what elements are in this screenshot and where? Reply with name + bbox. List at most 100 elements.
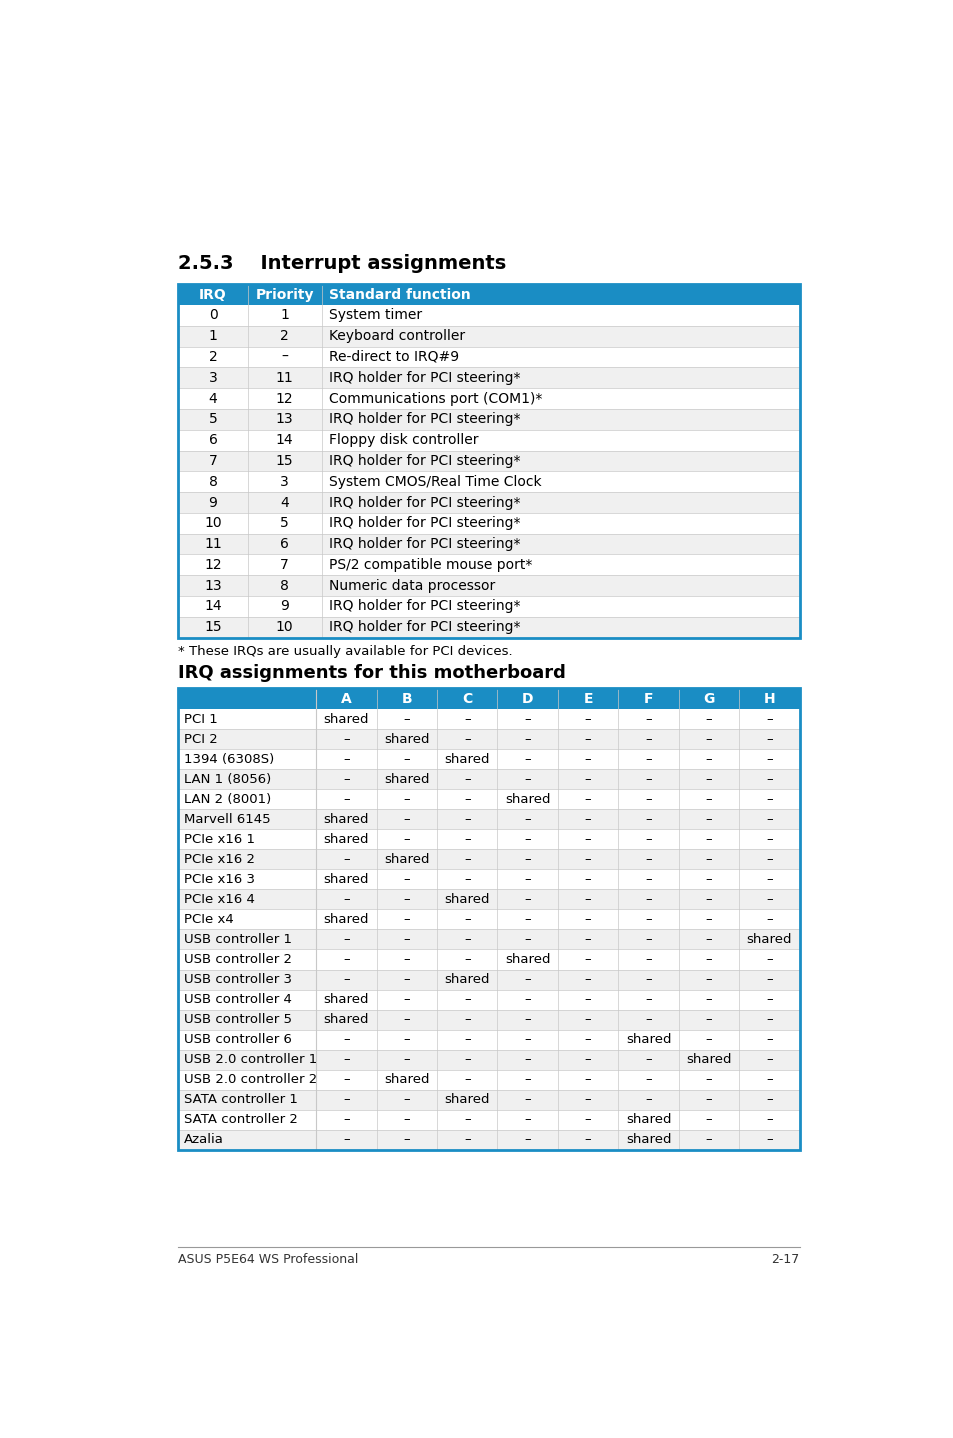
Text: –: – <box>644 833 651 846</box>
Text: SATA controller 1: SATA controller 1 <box>183 1093 297 1106</box>
Bar <box>178 929 799 949</box>
Text: –: – <box>765 833 772 846</box>
Text: –: – <box>403 1032 410 1045</box>
Text: –: – <box>403 1133 410 1146</box>
Text: –: – <box>463 853 470 866</box>
Text: –: – <box>524 933 531 946</box>
Text: –: – <box>343 1093 349 1106</box>
Text: Floppy disk controller: Floppy disk controller <box>329 433 478 447</box>
Bar <box>178 909 799 929</box>
Text: –: – <box>705 893 712 906</box>
Text: –: – <box>463 1032 470 1045</box>
Text: –: – <box>524 1093 531 1106</box>
Text: –: – <box>644 1053 651 1066</box>
Bar <box>178 949 799 969</box>
Text: 3: 3 <box>280 475 289 489</box>
Text: –: – <box>584 893 591 906</box>
Text: IRQ holder for PCI steering*: IRQ holder for PCI steering* <box>329 413 520 426</box>
Text: –: – <box>524 812 531 825</box>
Text: –: – <box>403 1053 410 1066</box>
Text: –: – <box>584 1093 591 1106</box>
Text: –: – <box>644 893 651 906</box>
Text: –: – <box>524 994 531 1007</box>
Text: shared: shared <box>323 873 369 886</box>
Text: –: – <box>705 833 712 846</box>
Text: shared: shared <box>384 1073 429 1086</box>
Text: 7: 7 <box>280 558 289 572</box>
Bar <box>178 285 799 637</box>
Text: –: – <box>343 1073 349 1086</box>
Text: –: – <box>705 913 712 926</box>
Text: –: – <box>705 1073 712 1086</box>
Text: –: – <box>343 974 349 986</box>
Bar <box>178 617 799 637</box>
Text: System timer: System timer <box>329 308 422 322</box>
Text: 5: 5 <box>280 516 289 531</box>
Text: –: – <box>403 713 410 726</box>
Text: –: – <box>705 974 712 986</box>
Text: 2: 2 <box>209 349 217 364</box>
Bar <box>178 1110 799 1130</box>
Bar <box>178 430 799 450</box>
Text: –: – <box>524 1133 531 1146</box>
Text: 5: 5 <box>209 413 217 426</box>
Bar <box>178 989 799 1009</box>
Text: LAN 1 (8056): LAN 1 (8056) <box>183 772 271 785</box>
Bar <box>178 1070 799 1090</box>
Text: –: – <box>403 974 410 986</box>
Text: –: – <box>765 792 772 805</box>
Text: –: – <box>584 953 591 966</box>
Text: –: – <box>584 853 591 866</box>
Text: shared: shared <box>444 754 490 766</box>
Text: –: – <box>644 1073 651 1086</box>
Text: –: – <box>705 1012 712 1027</box>
Text: B: B <box>401 692 412 706</box>
Bar <box>178 408 799 430</box>
Text: shared: shared <box>323 913 369 926</box>
Text: –: – <box>403 994 410 1007</box>
Text: LAN 2 (8001): LAN 2 (8001) <box>183 792 271 805</box>
Text: 13: 13 <box>275 413 294 426</box>
Text: –: – <box>765 1032 772 1045</box>
Text: –: – <box>584 913 591 926</box>
Text: H: H <box>762 692 775 706</box>
Text: * These IRQs are usually available for PCI devices.: * These IRQs are usually available for P… <box>178 646 513 659</box>
Text: shared: shared <box>384 733 429 746</box>
Text: –: – <box>584 1073 591 1086</box>
Text: –: – <box>584 833 591 846</box>
Text: A: A <box>340 692 352 706</box>
Text: USB controller 3: USB controller 3 <box>183 974 292 986</box>
Text: –: – <box>343 772 349 785</box>
Text: –: – <box>343 853 349 866</box>
Text: –: – <box>644 873 651 886</box>
Text: –: – <box>463 772 470 785</box>
Text: –: – <box>705 772 712 785</box>
Text: shared: shared <box>625 1032 671 1045</box>
Text: IRQ holder for PCI steering*: IRQ holder for PCI steering* <box>329 536 520 551</box>
Text: –: – <box>343 1133 349 1146</box>
Text: –: – <box>765 1012 772 1027</box>
Text: 6: 6 <box>209 433 217 447</box>
Text: –: – <box>705 1133 712 1146</box>
Text: PCIe x16 2: PCIe x16 2 <box>183 853 254 866</box>
Text: –: – <box>524 1032 531 1045</box>
Text: –: – <box>644 713 651 726</box>
Bar <box>178 555 799 575</box>
Text: –: – <box>343 1053 349 1066</box>
Text: –: – <box>343 792 349 805</box>
Text: –: – <box>403 953 410 966</box>
Bar <box>178 513 799 533</box>
Text: –: – <box>463 1113 470 1126</box>
Text: –: – <box>644 953 651 966</box>
Text: Keyboard controller: Keyboard controller <box>329 329 465 344</box>
Text: shared: shared <box>625 1133 671 1146</box>
Text: –: – <box>584 754 591 766</box>
Bar <box>178 870 799 890</box>
Text: shared: shared <box>504 953 550 966</box>
Bar <box>178 597 799 617</box>
Text: 1394 (6308S): 1394 (6308S) <box>183 754 274 766</box>
Text: –: – <box>403 833 410 846</box>
Text: –: – <box>765 713 772 726</box>
Text: D: D <box>521 692 533 706</box>
Text: –: – <box>463 1053 470 1066</box>
